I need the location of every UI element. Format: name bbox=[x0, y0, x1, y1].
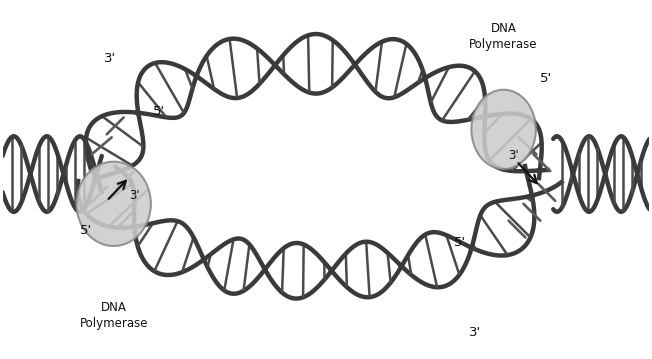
Text: 5': 5' bbox=[153, 104, 166, 117]
Text: DNA
Polymerase: DNA Polymerase bbox=[469, 22, 538, 51]
Ellipse shape bbox=[471, 90, 536, 169]
Text: 3': 3' bbox=[509, 149, 519, 162]
Text: 5': 5' bbox=[541, 72, 552, 85]
Text: 3': 3' bbox=[130, 189, 140, 202]
Text: 5': 5' bbox=[454, 237, 466, 250]
Text: DNA
Polymerase: DNA Polymerase bbox=[80, 301, 148, 330]
Text: 3': 3' bbox=[469, 326, 481, 339]
Ellipse shape bbox=[76, 162, 151, 246]
Text: 5': 5' bbox=[80, 224, 92, 237]
Text: 3': 3' bbox=[104, 52, 116, 65]
